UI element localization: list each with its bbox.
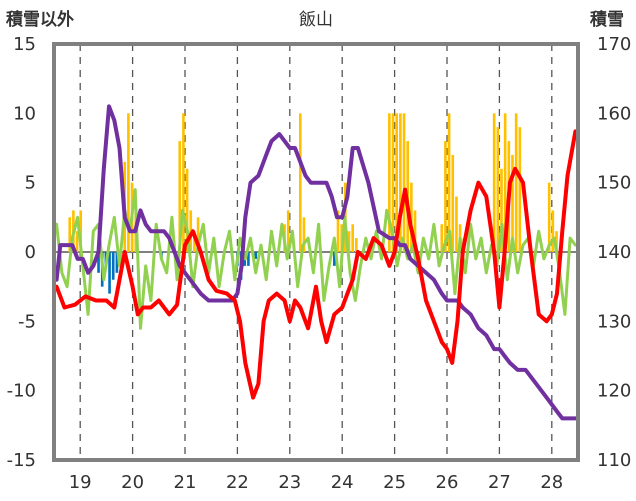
bar	[355, 238, 358, 252]
y-left-tick-label: 15	[13, 34, 36, 55]
bar	[503, 113, 507, 252]
bar	[351, 224, 354, 252]
bar	[182, 113, 185, 252]
x-tick-label: 20	[121, 472, 144, 493]
bar	[440, 224, 444, 252]
y-left-tick-label: 10	[13, 103, 36, 124]
y-right-tick-label: 160	[597, 103, 631, 124]
bar	[518, 127, 522, 252]
y-left-tick-label: -15	[7, 450, 36, 471]
bar	[336, 210, 340, 252]
bar	[444, 141, 447, 252]
bar	[492, 113, 496, 252]
bar	[247, 252, 250, 266]
bar	[75, 231, 79, 252]
y-right-tick-label: 130	[597, 311, 631, 332]
bar	[178, 141, 182, 252]
bar	[547, 182, 551, 252]
bar	[298, 113, 302, 252]
bar	[127, 113, 130, 252]
bar	[286, 210, 290, 252]
series-line-green	[55, 188, 577, 330]
bar	[551, 210, 555, 252]
line-series	[54, 104, 578, 421]
y-left-tick-label: -10	[7, 381, 36, 402]
bar	[413, 210, 417, 252]
x-tick-label: 24	[331, 472, 354, 493]
chart-title: 飯山	[299, 10, 333, 30]
right-axis-title: 積雪	[590, 9, 624, 30]
bar	[395, 113, 399, 252]
x-tick-label: 19	[69, 472, 92, 493]
bar	[511, 154, 514, 252]
y-left-tick-label: 5	[25, 173, 36, 194]
x-tick-label: 26	[436, 472, 459, 493]
bar	[302, 217, 306, 252]
bar	[97, 252, 100, 273]
y-right-tick-label: 150	[597, 173, 631, 194]
bar	[496, 127, 500, 252]
tick-labels: 15 10 5 0 -5 -10 -15 170 160 150 140 130 120 110 19 20 2…	[7, 34, 632, 493]
bar	[111, 252, 115, 280]
y-left-tick-label: 0	[25, 242, 36, 263]
x-tick-label: 28	[540, 472, 563, 493]
bar	[500, 168, 503, 252]
x-tick-label: 21	[174, 472, 197, 493]
plot-frame	[52, 42, 580, 462]
series-line-purple	[54, 104, 578, 421]
x-tick-label: 27	[488, 472, 511, 493]
bar	[79, 210, 83, 252]
bar	[254, 252, 258, 259]
bar	[185, 168, 189, 252]
bar	[402, 113, 406, 252]
bar	[333, 252, 336, 266]
bar	[193, 231, 196, 252]
bar	[196, 217, 200, 252]
bar	[340, 224, 343, 252]
y-right-tick-label: 110	[597, 450, 631, 471]
bar	[108, 252, 111, 294]
bar	[455, 196, 458, 252]
bar	[555, 231, 558, 252]
series-line-red	[54, 129, 578, 400]
left-axis-title: 積雪以外	[6, 9, 74, 30]
bar	[388, 113, 391, 252]
bar	[410, 182, 413, 252]
x-tick-label: 22	[226, 472, 249, 493]
y-right-tick-label: 120	[597, 381, 631, 402]
y-right-tick-label: 170	[597, 34, 631, 55]
bar	[391, 113, 395, 252]
x-tick-label: 25	[383, 472, 406, 493]
bar	[115, 252, 119, 273]
bar	[347, 231, 351, 252]
y-left-tick-label: -5	[18, 311, 36, 332]
bar	[399, 113, 402, 252]
y-right-tick-label: 140	[597, 242, 631, 263]
bar	[451, 154, 455, 252]
bar	[68, 217, 72, 252]
bar	[447, 113, 451, 252]
x-tick-label: 23	[278, 472, 301, 493]
bar	[514, 113, 518, 252]
